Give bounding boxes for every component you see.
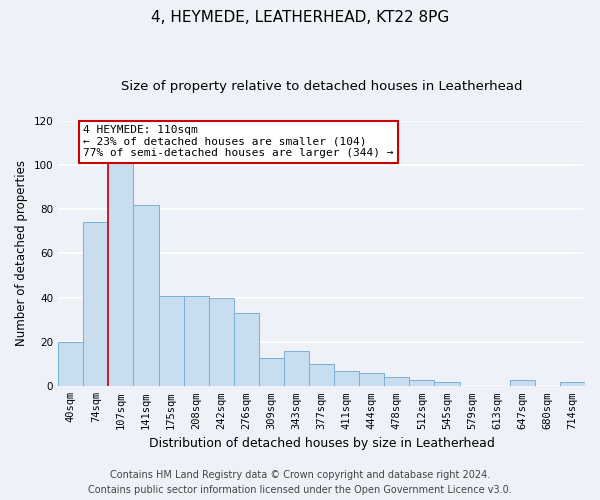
Bar xyxy=(359,373,385,386)
Bar xyxy=(510,380,535,386)
Bar xyxy=(259,358,284,386)
Bar xyxy=(385,378,409,386)
Title: Size of property relative to detached houses in Leatherhead: Size of property relative to detached ho… xyxy=(121,80,523,93)
Text: Contains HM Land Registry data © Crown copyright and database right 2024.
Contai: Contains HM Land Registry data © Crown c… xyxy=(88,470,512,495)
Bar xyxy=(334,371,359,386)
Bar xyxy=(58,342,83,386)
Bar xyxy=(83,222,109,386)
Bar xyxy=(560,382,585,386)
Y-axis label: Number of detached properties: Number of detached properties xyxy=(15,160,28,346)
Bar xyxy=(409,380,434,386)
Bar xyxy=(158,296,184,386)
Bar xyxy=(234,313,259,386)
Bar xyxy=(133,204,158,386)
Bar xyxy=(109,162,133,386)
Bar xyxy=(284,351,309,386)
Bar xyxy=(209,298,234,386)
Text: 4, HEYMEDE, LEATHERHEAD, KT22 8PG: 4, HEYMEDE, LEATHERHEAD, KT22 8PG xyxy=(151,10,449,25)
X-axis label: Distribution of detached houses by size in Leatherhead: Distribution of detached houses by size … xyxy=(149,437,494,450)
Bar xyxy=(309,364,334,386)
Text: 4 HEYMEDE: 110sqm
← 23% of detached houses are smaller (104)
77% of semi-detache: 4 HEYMEDE: 110sqm ← 23% of detached hous… xyxy=(83,125,394,158)
Bar xyxy=(184,296,209,386)
Bar xyxy=(434,382,460,386)
